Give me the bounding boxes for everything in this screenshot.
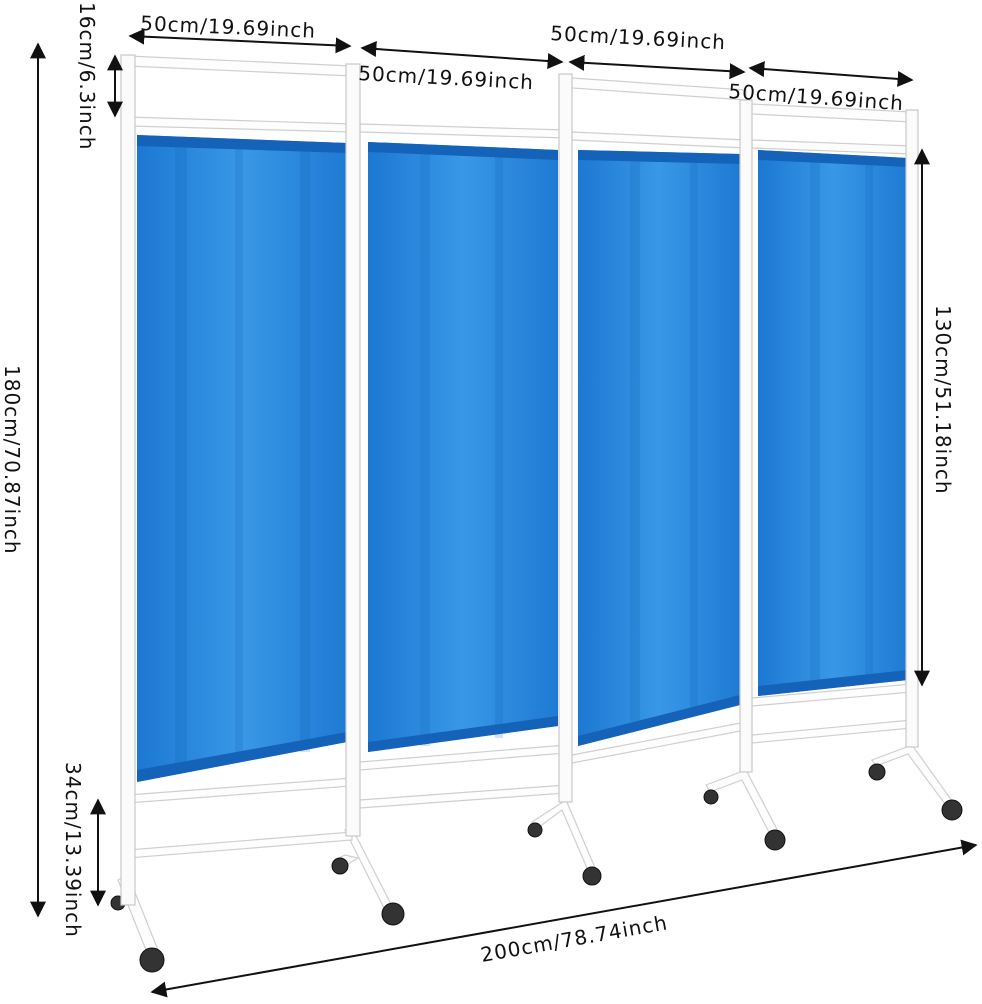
feet-part xyxy=(703,789,719,805)
curtain-part xyxy=(175,140,187,770)
frame-part xyxy=(120,54,136,906)
feet-part xyxy=(941,799,963,821)
feet-part xyxy=(868,763,886,781)
curtain-part xyxy=(865,156,873,681)
curtain-part xyxy=(758,150,908,167)
curtain-part xyxy=(578,150,740,164)
frame-part xyxy=(359,784,567,809)
curtain-part xyxy=(235,140,243,760)
curtain-part xyxy=(690,153,698,713)
feet-part xyxy=(705,769,781,839)
labels: 50cm/19.69inch 50cm/19.69inch 50cm/19.69… xyxy=(0,2,955,967)
feet-part xyxy=(381,902,405,926)
dimension-line-part xyxy=(568,54,746,80)
frame-part xyxy=(571,131,747,149)
curtain-part xyxy=(137,135,347,153)
dimension-line-part xyxy=(128,28,352,54)
dimension-line-part xyxy=(150,839,978,998)
frame-part xyxy=(127,777,353,804)
frame-part xyxy=(359,123,567,139)
frame-part xyxy=(905,109,919,748)
feet-part xyxy=(527,822,543,838)
curtain-part xyxy=(810,154,820,684)
frame-part xyxy=(345,63,361,837)
curtain-height-label: 130cm/51.18inch xyxy=(931,305,955,495)
curtain-part xyxy=(630,152,640,722)
curtain-part xyxy=(578,695,740,746)
feet-part xyxy=(582,866,602,886)
total-height-label: 180cm/70.87inch xyxy=(0,365,24,555)
frame-part xyxy=(127,55,353,77)
curtain-part xyxy=(420,146,430,746)
dimension-line-part xyxy=(360,41,564,69)
top-gap-label: 16cm/6.3inch xyxy=(75,2,99,150)
feet-part xyxy=(139,947,165,973)
feet-part xyxy=(531,799,597,876)
curtain-part xyxy=(137,135,347,782)
frame-part xyxy=(558,73,573,803)
feet-part xyxy=(871,744,956,809)
frame-part xyxy=(127,116,353,133)
frame-part xyxy=(571,77,747,101)
feet-part xyxy=(331,857,349,875)
frame-part xyxy=(127,831,353,859)
frame-part xyxy=(751,719,913,744)
bottom-gap-label: 34cm/13.39inch xyxy=(61,762,85,938)
curtain-part xyxy=(758,150,908,696)
frame-part xyxy=(739,99,753,773)
curtain-part xyxy=(368,142,558,160)
panel-width-label: 50cm/19.69inch xyxy=(550,21,727,54)
curtain-part xyxy=(368,142,558,752)
dimension-line-part xyxy=(748,61,914,87)
curtain-part xyxy=(758,670,908,696)
curtain-part xyxy=(495,148,503,738)
panel-width-label: 50cm/19.69inch xyxy=(358,61,535,94)
curtain-part xyxy=(300,142,310,752)
curtain-part xyxy=(137,732,347,782)
feet-part xyxy=(764,829,786,851)
feet-part xyxy=(344,827,396,917)
curtain-part xyxy=(368,716,558,752)
curtains xyxy=(137,135,908,782)
curtain-part xyxy=(578,150,740,746)
total-width-label: 200cm/78.74inch xyxy=(479,910,670,967)
dimension-lines xyxy=(30,28,978,998)
